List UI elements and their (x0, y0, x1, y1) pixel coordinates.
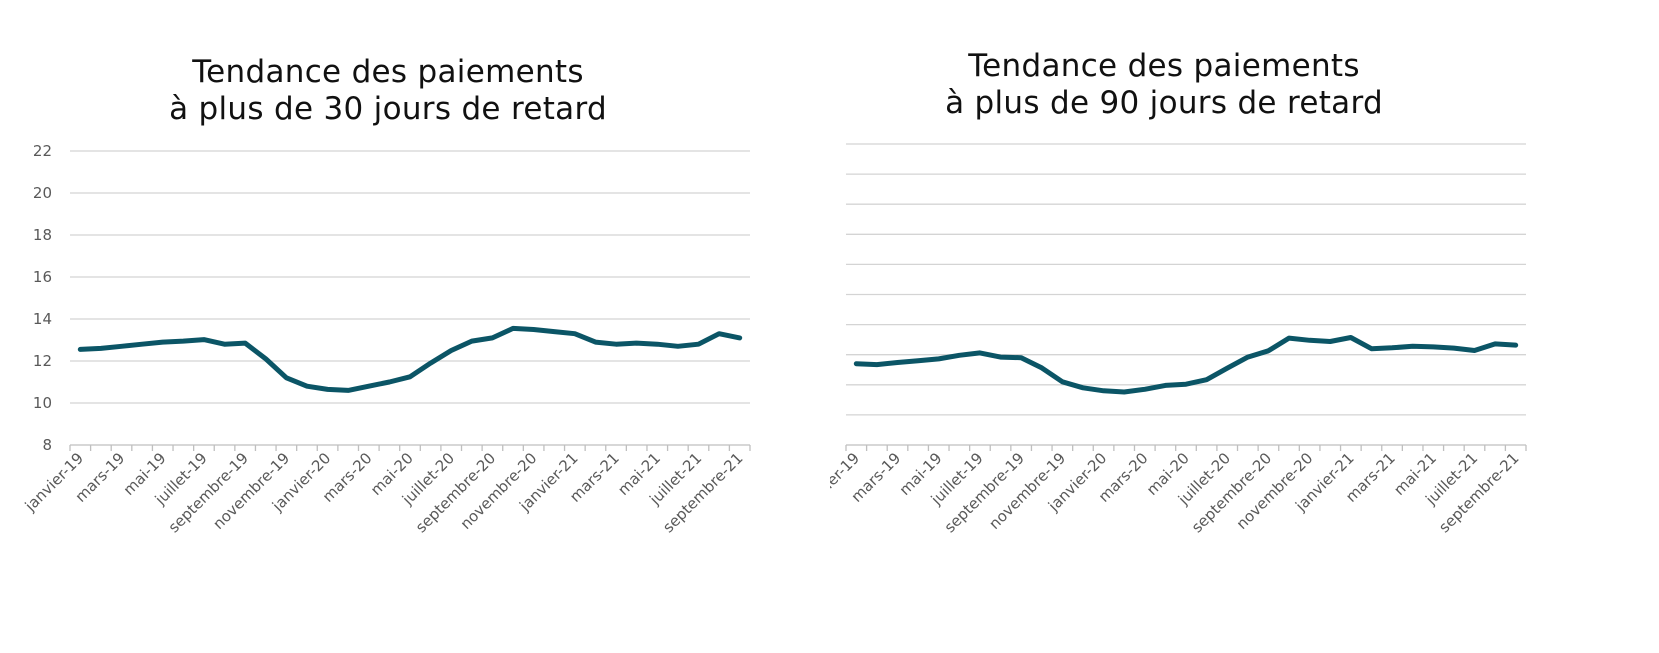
y-tick-label: 22 (33, 142, 52, 160)
y-tick-label: 16 (33, 268, 52, 286)
chart-30-days-svg: Tendance des paiements à plus de 30 jours… (21, 54, 751, 536)
chart-title-line: Tendance des paiements (191, 54, 584, 90)
x-tick-label: janvier-19 (21, 449, 87, 515)
gridlines (70, 150, 750, 404)
y-tick-label: 8 (42, 436, 52, 454)
data-points (856, 337, 1516, 393)
chart-title: Tendance des paiements à plus de 90 jours… (945, 48, 1383, 121)
x-tick-marks (845, 445, 1527, 451)
y-tick-label: 12 (33, 352, 52, 370)
y-tick-label: 14 (33, 310, 52, 328)
series-line (77, 325, 743, 393)
chart-90-days: Tendance des paiements à plus de 90 jours… (830, 0, 1659, 653)
gridlines (846, 143, 1526, 416)
chart-30-days: Tendance des paiements à plus de 30 jours… (21, 54, 751, 536)
chart-title: Tendance des paiements à plus de 30 jours… (169, 54, 607, 127)
y-tick-label: 10 (33, 394, 52, 412)
y-tick-label: 18 (33, 226, 52, 244)
data-points (80, 328, 740, 391)
chart-title-line: Tendance des paiements (967, 48, 1360, 84)
chart-title-line: à plus de 30 jours de retard (169, 91, 607, 127)
x-tick-marks (69, 445, 751, 451)
y-tick-label: 20 (33, 184, 52, 202)
chart-90-days-svg: Tendance des paiements à plus de 90 jours… (830, 48, 1527, 536)
series-line (853, 335, 1519, 395)
chart-title-line: à plus de 90 jours de retard (945, 85, 1383, 121)
